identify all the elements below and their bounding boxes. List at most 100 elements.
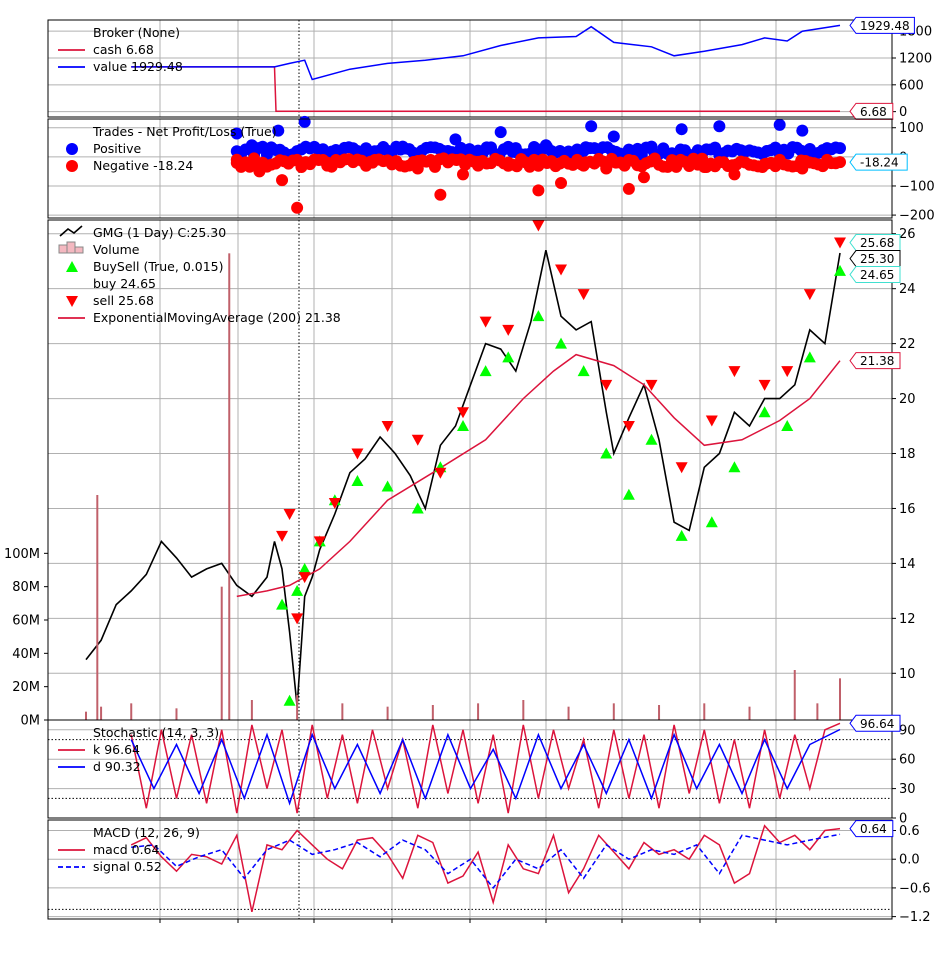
positive-point [585, 120, 598, 133]
legend-marker [66, 261, 78, 272]
last-value-box [849, 352, 901, 370]
legend-label: GMG (1 Day) C:25.30 [93, 225, 226, 240]
panel-price: 10 12 14 16 18 20 22 24 26 0M 20M 40M 60M 80M 100M 25.6… [4, 219, 916, 729]
last-value-box [849, 250, 901, 268]
last-value-box [849, 102, 894, 120]
buy-marker [411, 502, 424, 514]
legend-label: ExponentialMovingAverage (200) 21.38 [93, 310, 341, 325]
legend-label: Trades - Net Profit/Loss (True) [92, 124, 277, 139]
buy-marker [781, 420, 794, 432]
sell-marker [479, 316, 492, 328]
sell-marker [381, 421, 394, 433]
negative-point [434, 188, 447, 201]
buy-marker [758, 406, 771, 418]
ytick-label: 60 [899, 753, 916, 768]
sell-marker [502, 324, 515, 336]
sell-marker [276, 530, 289, 542]
volume-bar [100, 706, 103, 720]
sell-marker [457, 407, 469, 419]
sell-marker [313, 536, 326, 548]
buy-marker [479, 365, 492, 377]
buy-marker [600, 447, 613, 459]
buy-marker [577, 365, 590, 377]
buy-marker [705, 516, 718, 528]
sell-marker [781, 366, 794, 378]
legend-label: MACD (12, 26, 9) [93, 825, 200, 840]
ytick-label: 0 [899, 105, 907, 120]
legend-label: Positive [93, 141, 141, 156]
positive-point [796, 124, 809, 137]
volume-bar [175, 708, 178, 720]
last-value-box [849, 16, 915, 34]
legend-label: BuySell (True, 0.015) [93, 259, 223, 274]
legend-label: buy 24.65 [93, 276, 156, 291]
positive-point [230, 127, 243, 140]
buy-marker [291, 584, 304, 596]
last-value-label: 0.64 [860, 822, 887, 836]
negative-point [276, 174, 289, 187]
volume-bar [522, 700, 525, 720]
sell-marker [834, 237, 846, 249]
volume-bar [703, 703, 706, 720]
buy-marker [276, 598, 289, 610]
last-value-label: 6.68 [860, 105, 887, 119]
sell-marker [622, 421, 635, 433]
sell-marker [705, 415, 718, 427]
buy-marker [351, 474, 364, 486]
legend-label: signal 0.52 [93, 859, 162, 874]
close-line [85, 250, 841, 707]
legend-marker [74, 246, 84, 254]
panel-macd: −1.2 −0.6 0.0 0.6 0.64 MACD (12, 26, 9) macd 0… [47, 819, 931, 925]
positive-point [773, 118, 786, 131]
ytick-label: 14 [899, 557, 916, 572]
ytick-label: 0.0 [899, 853, 920, 868]
legend-marker [66, 296, 78, 307]
ytick-label: 24 [899, 282, 916, 297]
buy-marker [283, 694, 296, 706]
last-value-box [849, 714, 901, 732]
buy-marker [675, 529, 688, 541]
sell-marker [283, 508, 296, 520]
last-value-label: 21.38 [860, 354, 894, 368]
volume-tick-label: 20M [12, 680, 40, 695]
ytick-label: 90 [899, 723, 916, 738]
volume-bar [228, 253, 231, 721]
sell-marker [645, 379, 658, 391]
legend-label: Broker (None) [93, 25, 180, 40]
buy-marker [622, 488, 635, 500]
buy-marker [728, 461, 741, 473]
sell-marker [291, 613, 304, 625]
last-value-box [849, 266, 901, 284]
ytick-label: 20 [899, 392, 916, 407]
last-value-label: -18.24 [860, 156, 899, 170]
k-line [130, 722, 841, 814]
volume-bar [658, 705, 661, 720]
legend-label: Stochastic (14, 3, 3) [93, 725, 219, 740]
negative-point [637, 171, 650, 184]
volume-tick-label: 0M [21, 714, 41, 729]
sell-marker [600, 379, 613, 391]
last-value-label: 25.30 [860, 252, 894, 266]
buy-marker [502, 351, 515, 363]
last-value-label: 24.65 [860, 268, 894, 282]
buy-marker [834, 264, 846, 276]
panel-frame [47, 719, 893, 819]
signal-line [131, 833, 841, 890]
buy-marker [298, 562, 311, 574]
volume-tick-label: 80M [12, 580, 40, 595]
ytick-label: 600 [899, 78, 924, 93]
last-value-label: 25.68 [860, 236, 894, 250]
volume-tick-label: 60M [12, 614, 40, 629]
volume-bar [220, 586, 223, 720]
last-value-label: 96.64 [860, 717, 894, 731]
ytick-label: 30 [899, 782, 916, 797]
buy-marker [645, 433, 658, 445]
sell-marker [328, 497, 341, 509]
buy-marker [532, 310, 545, 322]
value-line [131, 24, 841, 81]
negative-point [457, 168, 469, 181]
volume-bar [477, 703, 480, 720]
volume-bar [431, 705, 434, 720]
legend-marker [66, 143, 78, 155]
